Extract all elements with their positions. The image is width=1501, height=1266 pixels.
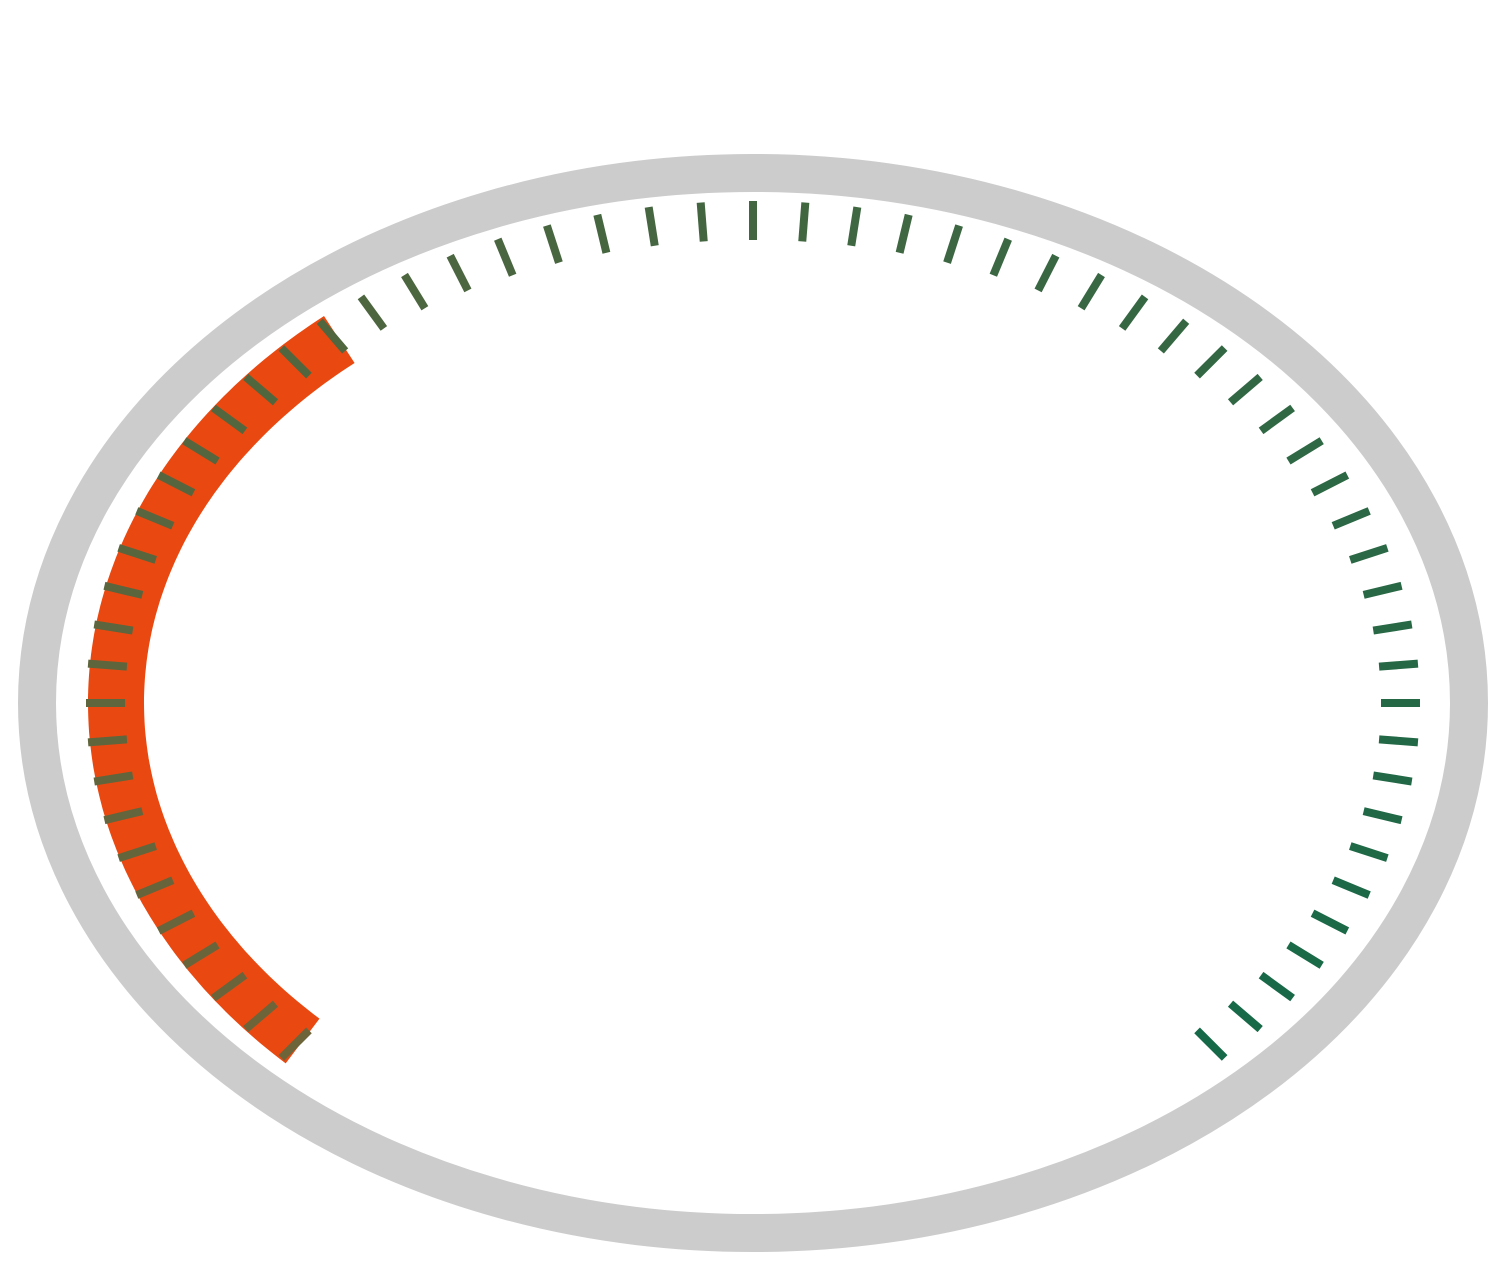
arc-layer (88, 316, 355, 1064)
gauge-tick (943, 224, 963, 264)
gauge-tick (182, 437, 220, 465)
gauge-tick (644, 206, 659, 247)
gauge-tick (87, 735, 128, 747)
gauge-tick (1286, 941, 1324, 969)
gauge-tick (1331, 876, 1371, 899)
gauge-tick (543, 224, 563, 264)
gauge-tick (1194, 1027, 1228, 1061)
gauge-tick (117, 842, 157, 862)
gauge-tick (243, 1000, 279, 1033)
gauge-tick (278, 345, 312, 379)
gauge-tick (696, 202, 708, 242)
gauge-tick (1286, 437, 1324, 465)
gauge-tick (1034, 253, 1060, 293)
gauge-tick (1194, 345, 1228, 379)
gauge-tick (1378, 735, 1419, 747)
gauge-tick (103, 581, 144, 599)
gauge-tick (211, 971, 248, 1002)
gauge-tick (1362, 581, 1403, 599)
gauge-tick (989, 237, 1012, 277)
gauge-tick (847, 206, 862, 247)
gauge-tick (357, 294, 388, 331)
gauge-tick (278, 1027, 312, 1061)
gauge-tick (798, 202, 810, 242)
gauge-tick (494, 237, 517, 277)
gauge-tick (1258, 971, 1295, 1002)
gauge-rim (18, 154, 1488, 1252)
gauge-tick (1362, 807, 1403, 825)
gauge-tick (1118, 294, 1149, 331)
gauge-tick (593, 213, 611, 254)
progress-arc (88, 316, 355, 1064)
gauge-tick (87, 659, 128, 671)
gauge-tick (1310, 909, 1350, 935)
gauge-tick (895, 213, 913, 254)
gauge-tick (103, 807, 144, 825)
gauge-tick (156, 471, 196, 497)
gauge-tick (1310, 471, 1350, 497)
gauge-tick (135, 507, 175, 530)
gauge-tick (156, 909, 196, 935)
gauge-tick (1372, 620, 1413, 635)
gauge-tick (401, 272, 429, 311)
gauge-tick (1349, 842, 1389, 862)
gauge-tick (1378, 659, 1419, 671)
gauge-tick (1258, 404, 1295, 435)
tick-layer (86, 201, 1420, 1061)
gauge-tick (211, 404, 248, 435)
gauge-tick (1077, 272, 1105, 311)
gauge-tick (1157, 318, 1190, 354)
gauge-tick (1372, 771, 1413, 786)
gauge-tick (135, 876, 175, 899)
gauge-tick (446, 253, 472, 293)
gauge-tick (1331, 507, 1371, 530)
gauge-tick (1227, 1000, 1263, 1033)
gauge-tick (93, 620, 134, 635)
gauge-tick (182, 941, 220, 969)
gauge-tick (117, 544, 157, 564)
gauge-tick (1227, 373, 1263, 406)
gauge-tick (1349, 544, 1389, 564)
gauge-tick (243, 373, 279, 406)
gauge-tick (316, 318, 349, 354)
gauge-tick (93, 771, 134, 786)
